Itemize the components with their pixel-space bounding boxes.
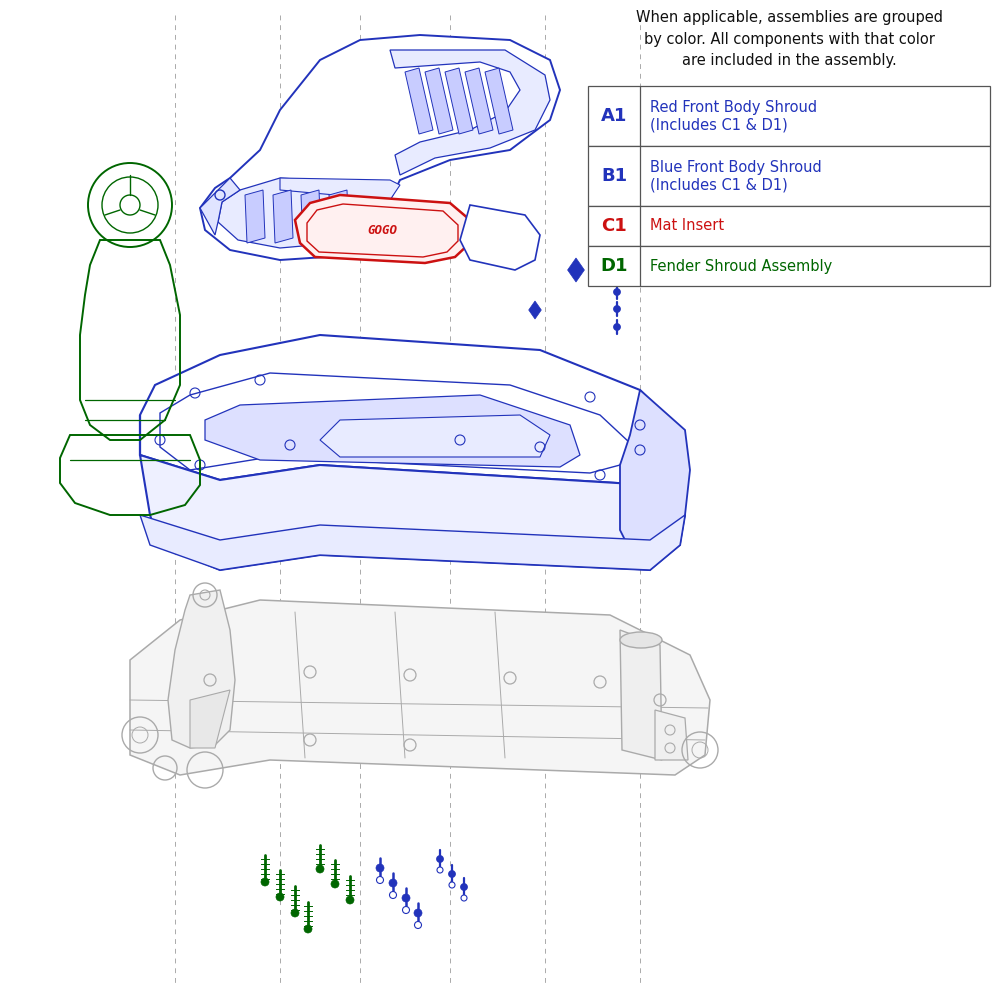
Circle shape: [614, 324, 620, 330]
Circle shape: [402, 906, 410, 914]
Text: Blue Front Body Shroud
(Includes C1 & D1): Blue Front Body Shroud (Includes C1 & D1…: [650, 160, 822, 192]
Polygon shape: [620, 630, 662, 760]
Circle shape: [614, 271, 620, 278]
Polygon shape: [205, 395, 580, 467]
Text: GOGO: GOGO: [367, 224, 397, 236]
Text: D1: D1: [600, 257, 628, 275]
Circle shape: [448, 870, 456, 878]
Polygon shape: [130, 600, 710, 775]
Polygon shape: [140, 515, 685, 570]
Circle shape: [390, 892, 396, 898]
Text: B1: B1: [601, 167, 627, 185]
Polygon shape: [190, 690, 230, 748]
Polygon shape: [320, 415, 550, 457]
Circle shape: [614, 288, 620, 296]
Polygon shape: [218, 178, 393, 248]
Polygon shape: [445, 68, 473, 134]
Circle shape: [276, 893, 284, 901]
Circle shape: [291, 909, 299, 917]
Circle shape: [402, 894, 410, 902]
Circle shape: [261, 878, 269, 886]
Circle shape: [316, 865, 324, 873]
Text: Red Front Body Shroud
(Includes C1 & D1): Red Front Body Shroud (Includes C1 & D1): [650, 100, 817, 132]
Polygon shape: [425, 68, 453, 134]
FancyBboxPatch shape: [588, 146, 990, 206]
Polygon shape: [390, 50, 550, 175]
Polygon shape: [405, 68, 433, 134]
Circle shape: [415, 922, 422, 928]
Circle shape: [346, 896, 354, 904]
Text: When applicable, assemblies are grouped
by color. All components with that color: When applicable, assemblies are grouped …: [636, 10, 942, 68]
Polygon shape: [140, 335, 680, 485]
Polygon shape: [273, 190, 293, 243]
Circle shape: [376, 876, 384, 884]
Circle shape: [414, 909, 422, 917]
FancyBboxPatch shape: [588, 86, 990, 146]
FancyBboxPatch shape: [588, 206, 990, 246]
Polygon shape: [301, 190, 321, 243]
Text: A1: A1: [601, 107, 627, 125]
Text: Fender Shroud Assembly: Fender Shroud Assembly: [650, 258, 832, 273]
Circle shape: [614, 306, 620, 312]
Polygon shape: [568, 258, 584, 282]
Polygon shape: [295, 195, 470, 263]
Circle shape: [389, 879, 397, 887]
Polygon shape: [529, 301, 541, 319]
Circle shape: [449, 882, 455, 888]
Polygon shape: [485, 68, 513, 134]
Circle shape: [376, 864, 384, 872]
Text: C1: C1: [601, 217, 627, 235]
Polygon shape: [655, 710, 688, 760]
Polygon shape: [245, 190, 265, 243]
Polygon shape: [329, 190, 349, 243]
Ellipse shape: [620, 632, 662, 648]
Circle shape: [460, 884, 468, 890]
Circle shape: [436, 856, 444, 862]
Polygon shape: [465, 68, 493, 134]
Circle shape: [331, 880, 339, 888]
Polygon shape: [200, 35, 560, 260]
Polygon shape: [168, 590, 235, 748]
Polygon shape: [460, 205, 540, 270]
Text: Mat Insert: Mat Insert: [650, 219, 724, 233]
Polygon shape: [200, 178, 240, 235]
Circle shape: [304, 925, 312, 933]
Polygon shape: [620, 390, 690, 560]
Circle shape: [461, 895, 467, 901]
Polygon shape: [140, 415, 685, 570]
Polygon shape: [280, 178, 400, 200]
Circle shape: [437, 867, 443, 873]
FancyBboxPatch shape: [588, 246, 990, 286]
